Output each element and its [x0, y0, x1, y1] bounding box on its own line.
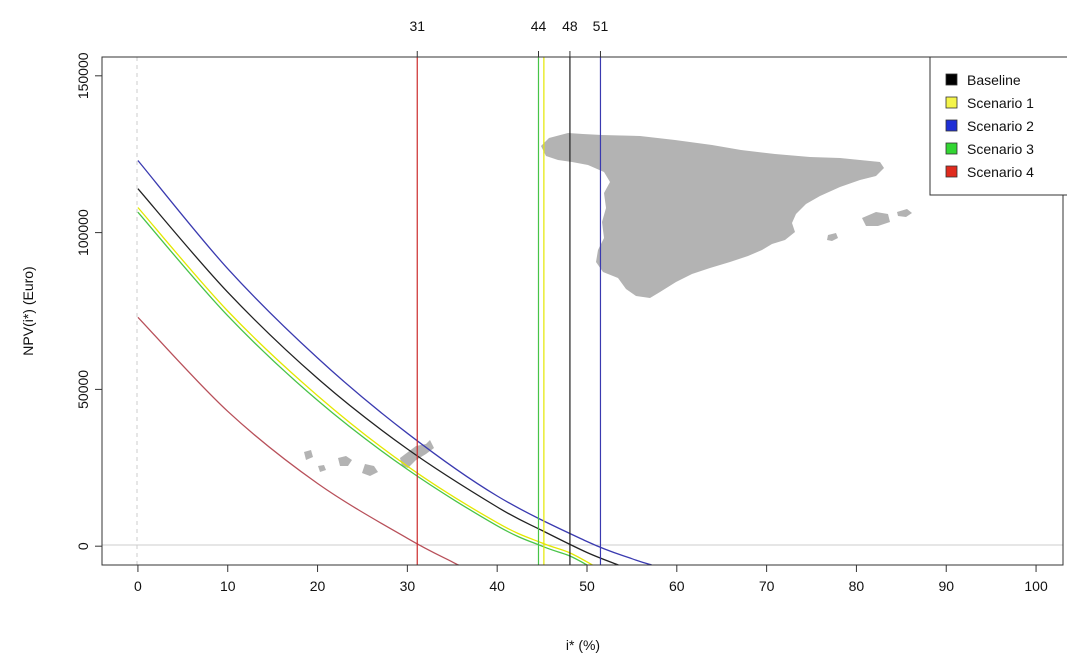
x-axis: 0 10 20 30 40 50 60 70 80 90 100 [134, 565, 1048, 594]
legend-swatch [945, 73, 958, 86]
y-tick-label: 50000 [75, 370, 91, 409]
legend-swatch [945, 142, 958, 155]
y-tick-label: 100000 [75, 209, 91, 256]
x-tick-label: 40 [489, 578, 505, 594]
x-tick-label: 90 [938, 578, 954, 594]
legend: Baseline Scenario 1 Scenario 2 Scenario 3 Sc… [929, 56, 1067, 196]
top-axis-label: 48 [562, 18, 578, 34]
x-tick-label: 30 [400, 578, 416, 594]
series-line-baseline [137, 188, 619, 566]
x-tick-label: 20 [310, 578, 326, 594]
legend-swatch [945, 96, 958, 109]
series-line-scenario-1 [137, 207, 593, 566]
legend-swatch [945, 165, 958, 178]
top-axis-label: 51 [593, 18, 609, 34]
y-tick-label: 0 [75, 542, 91, 550]
x-tick-label: 100 [1024, 578, 1048, 594]
series-line-scenario-3 [137, 211, 588, 566]
legend-label: Scenario 3 [967, 141, 1034, 157]
x-tick-label: 0 [134, 578, 142, 594]
x-tick-label: 10 [220, 578, 236, 594]
map-of-spain-icon [304, 133, 912, 476]
vertical-markers-group: 31 44 48 51 [409, 18, 608, 565]
legend-label: Scenario 1 [967, 95, 1034, 111]
plot-frame [101, 56, 1064, 566]
x-tick-label: 50 [579, 578, 595, 594]
legend-label: Scenario 2 [967, 118, 1034, 134]
top-axis-label: 31 [409, 18, 425, 34]
x-tick-label: 60 [669, 578, 685, 594]
top-axis-label: 44 [531, 18, 547, 34]
series-line-scenario-4 [137, 316, 460, 566]
x-tick-label: 80 [849, 578, 865, 594]
y-tick-label: 150000 [75, 52, 91, 99]
x-tick-label: 70 [759, 578, 775, 594]
y-axis-title: NPV(i*) (Euro) [20, 266, 36, 355]
legend-swatch [945, 119, 958, 132]
series-group [137, 160, 652, 566]
legend-label: Baseline [967, 72, 1021, 88]
legend-label: Scenario 4 [967, 164, 1034, 180]
series-line-scenario-2 [137, 160, 652, 566]
y-axis: 0 50000 100000 150000 [75, 52, 102, 550]
x-axis-title: i* (%) [566, 637, 600, 653]
